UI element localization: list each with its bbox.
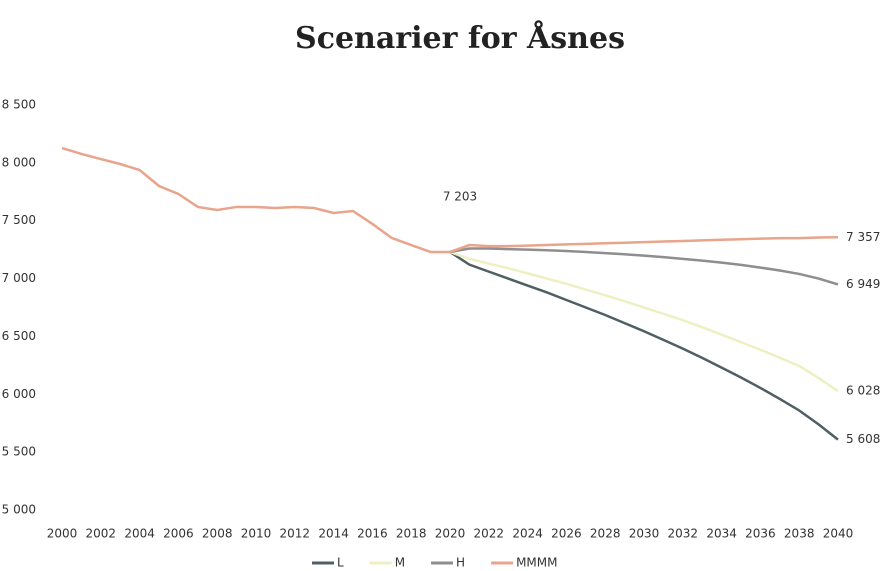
series-line: [449, 247, 839, 286]
annotation: 7 203: [443, 190, 477, 204]
x-tick-label: 2012: [280, 527, 311, 541]
x-tick-label: 2010: [241, 527, 272, 541]
chart-title: Scenarier for Åsnes: [295, 20, 625, 56]
x-tick-label: 2034: [706, 527, 737, 541]
x-tick-label: 2002: [86, 527, 117, 541]
x-tick-label: 2020: [435, 527, 466, 541]
legend-label: MMMM: [516, 556, 557, 570]
y-tick-label: 7 000: [2, 271, 36, 285]
legend-label: L: [337, 556, 344, 570]
x-tick-label: 2028: [590, 527, 621, 541]
x-tick-label: 2026: [551, 527, 582, 541]
x-tick-label: 2024: [512, 527, 543, 541]
x-tick-label: 2040: [823, 527, 854, 541]
y-tick-label: 8 500: [2, 98, 36, 112]
y-tick-label: 5 500: [2, 445, 36, 459]
value-label: 7 357: [846, 230, 880, 244]
value-label: 6 949: [846, 277, 880, 291]
x-tick-label: 2032: [668, 527, 699, 541]
y-tick-label: 5 000: [2, 503, 36, 517]
legend-label: H: [456, 556, 465, 570]
y-tick-label: 6 000: [2, 387, 36, 401]
x-tick-label: 2006: [163, 527, 194, 541]
value-label: 6 028: [846, 384, 880, 398]
series-line: [61, 146, 839, 254]
x-tick-label: 2018: [396, 527, 427, 541]
legend-label: M: [395, 556, 405, 570]
x-tick-label: 2038: [784, 527, 815, 541]
series-line: [449, 250, 839, 441]
value-label: 5 608: [846, 432, 880, 446]
x-tick-label: 2000: [47, 527, 78, 541]
x-tick-label: 2036: [745, 527, 776, 541]
series-line: [449, 250, 839, 393]
x-tick-label: 2030: [629, 527, 660, 541]
y-tick-label: 6 500: [2, 329, 36, 343]
x-tick-label: 2014: [318, 527, 349, 541]
x-tick-label: 2022: [474, 527, 505, 541]
x-tick-label: 2004: [124, 527, 155, 541]
x-tick-label: 2016: [357, 527, 388, 541]
y-tick-label: 7 500: [2, 213, 36, 227]
x-tick-label: 2008: [202, 527, 233, 541]
y-tick-label: 8 000: [2, 155, 36, 169]
